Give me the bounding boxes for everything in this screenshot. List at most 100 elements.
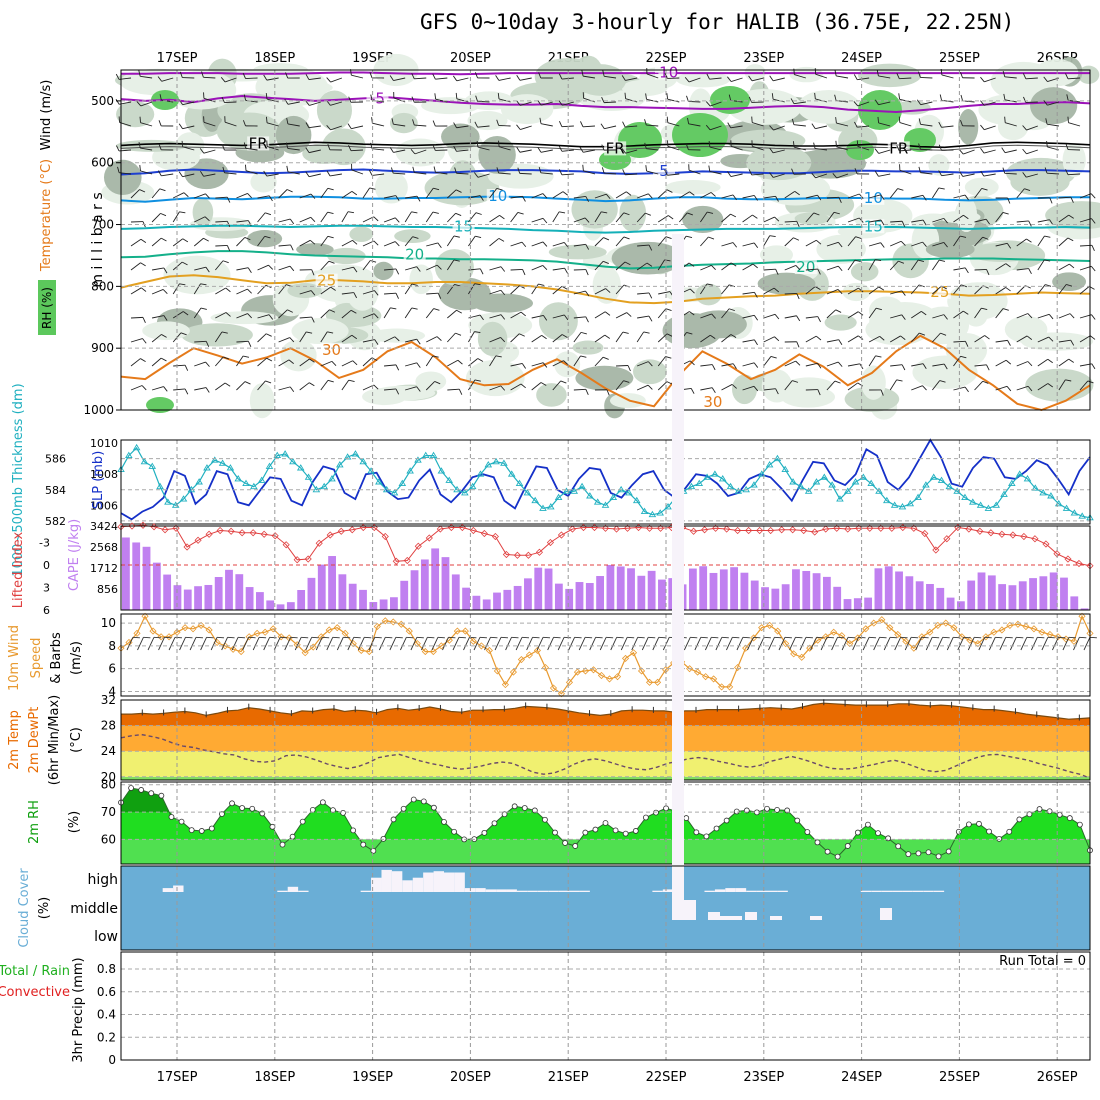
wind-speed-marker: [902, 637, 910, 645]
barb-flag: [791, 168, 795, 175]
barb-shaft: [594, 311, 606, 319]
wind-speed-marker: [485, 646, 493, 655]
cape-bar: [864, 597, 873, 610]
date-label: 25SEP: [939, 51, 980, 66]
cape-bar: [534, 567, 543, 610]
wind-barb: [130, 338, 147, 344]
wind-barb: [446, 259, 460, 271]
rh-marker: [249, 805, 256, 812]
wind-barb: [201, 71, 216, 79]
barb-shaft: [984, 77, 996, 83]
barb-shaft: [625, 173, 638, 176]
barb-flag: [517, 211, 524, 215]
barb-flag: [918, 166, 921, 173]
barb-flag: [351, 334, 358, 340]
wind-barb: [1062, 636, 1076, 651]
cloud-level-label: low: [94, 929, 118, 945]
barb-flag: [1090, 193, 1096, 199]
rh-marker: [1026, 811, 1033, 818]
barb-flag: [796, 293, 800, 300]
barb-flag: [247, 193, 253, 199]
wind-barb: [489, 385, 506, 391]
barb-flag: [479, 314, 484, 321]
barb-shaft: [531, 314, 544, 319]
wind-barb: [531, 334, 547, 343]
barb-flag: [521, 241, 527, 248]
barb-shaft: [878, 149, 891, 154]
rh-marker: [188, 827, 195, 834]
wind-speed-marker: [333, 624, 341, 632]
barb-flag: [286, 118, 289, 125]
barb-flag: [960, 355, 967, 359]
barb-shaft: [1026, 173, 1038, 178]
wind-barb: [193, 307, 207, 319]
barb-flag: [684, 77, 690, 83]
barb-shaft: [847, 217, 860, 223]
barb-shaft: [384, 292, 397, 295]
barb-flag: [922, 363, 927, 369]
barb-flag: [561, 334, 568, 338]
barb-shaft: [383, 195, 396, 199]
wind-barb: [320, 187, 334, 199]
barb-flag: [648, 244, 653, 251]
wind-barb: [832, 173, 849, 179]
wind-speed-marker: [245, 633, 253, 641]
wind-barb: [582, 164, 596, 175]
barb-shaft: [967, 637, 975, 651]
wind-barb: [362, 260, 377, 271]
cape-bar: [451, 574, 460, 610]
barb-shaft: [995, 339, 1008, 343]
barb-shaft: [683, 637, 691, 651]
rh-shade-blob: [665, 180, 721, 195]
barb-flag: [1002, 212, 1009, 215]
thickness-marker: [468, 482, 477, 490]
barb-shaft: [510, 333, 520, 343]
wind-barb: [215, 196, 231, 203]
barb-flag: [500, 385, 506, 391]
wind-barb: [705, 124, 722, 131]
barb-shaft: [287, 171, 300, 175]
cloud-high-bar: [433, 871, 444, 892]
barb-flag: [522, 269, 526, 276]
wind-barb: [652, 636, 666, 651]
barb-flag: [373, 313, 379, 319]
barb-shaft: [941, 74, 954, 79]
date-label: 22SEP: [646, 1070, 687, 1085]
barb-flag: [773, 287, 780, 293]
barb-shaft: [1058, 263, 1070, 271]
barb-flag: [687, 117, 690, 124]
rh-marker: [1066, 815, 1073, 821]
wind-barb: [468, 331, 481, 343]
barb-flag: [542, 218, 548, 224]
barb-shaft: [447, 388, 460, 391]
barb-flag: [960, 235, 967, 238]
temp-ylabel-part2: 2m DewPt: [27, 707, 42, 774]
barb-shaft: [278, 359, 290, 367]
lifted-index-marker: [304, 555, 312, 563]
barb-shaft: [873, 637, 880, 651]
wind-barb: [726, 636, 740, 651]
wind-barb: [411, 96, 427, 103]
wind-barb: [405, 266, 421, 272]
cloud-high-bar: [871, 890, 882, 892]
rh-shade-blob: [850, 262, 879, 282]
isotherm-25: [120, 274, 1091, 305]
barb-flag: [479, 195, 484, 201]
wind-barb: [999, 636, 1013, 651]
wind-barb: [769, 147, 785, 154]
barb-shaft: [425, 355, 434, 367]
wind-barb: [531, 283, 545, 295]
barb-flag: [266, 333, 272, 337]
barb-flag: [813, 212, 820, 216]
barb-flag: [348, 379, 355, 382]
barb-flag: [432, 211, 439, 214]
barb-shaft: [257, 236, 266, 247]
wind-speed-marker: [1054, 633, 1062, 641]
wind-barb: [805, 194, 822, 201]
barb-shaft: [421, 637, 428, 651]
barb-flag: [225, 312, 231, 317]
barb-shaft: [1068, 122, 1081, 127]
wind-barb: [721, 242, 738, 248]
barb-shaft: [1037, 259, 1045, 271]
barb-shaft: [151, 315, 164, 319]
